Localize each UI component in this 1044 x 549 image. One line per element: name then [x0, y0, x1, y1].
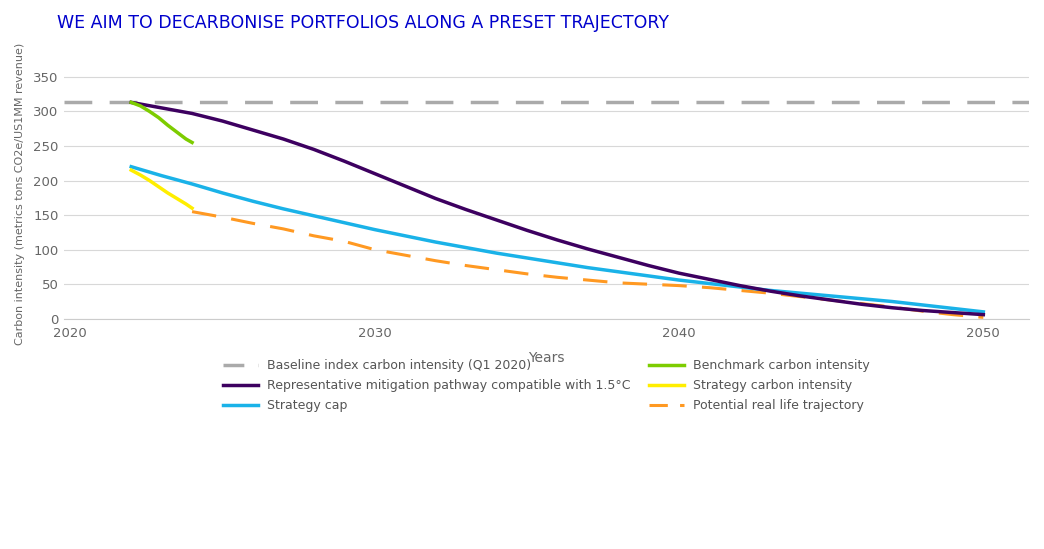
Text: WE AIM TO DECARBONISE PORTFOLIOS ALONG A PRESET TRAJECTORY: WE AIM TO DECARBONISE PORTFOLIOS ALONG A… — [57, 14, 669, 32]
X-axis label: Years: Years — [528, 351, 565, 365]
Legend: Baseline index carbon intensity (Q1 2020), Representative mitigation pathway com: Baseline index carbon intensity (Q1 2020… — [218, 354, 875, 417]
Y-axis label: Carbon intensity (metrics tons CO2e/US1MM revenue): Carbon intensity (metrics tons CO2e/US1M… — [15, 43, 25, 345]
